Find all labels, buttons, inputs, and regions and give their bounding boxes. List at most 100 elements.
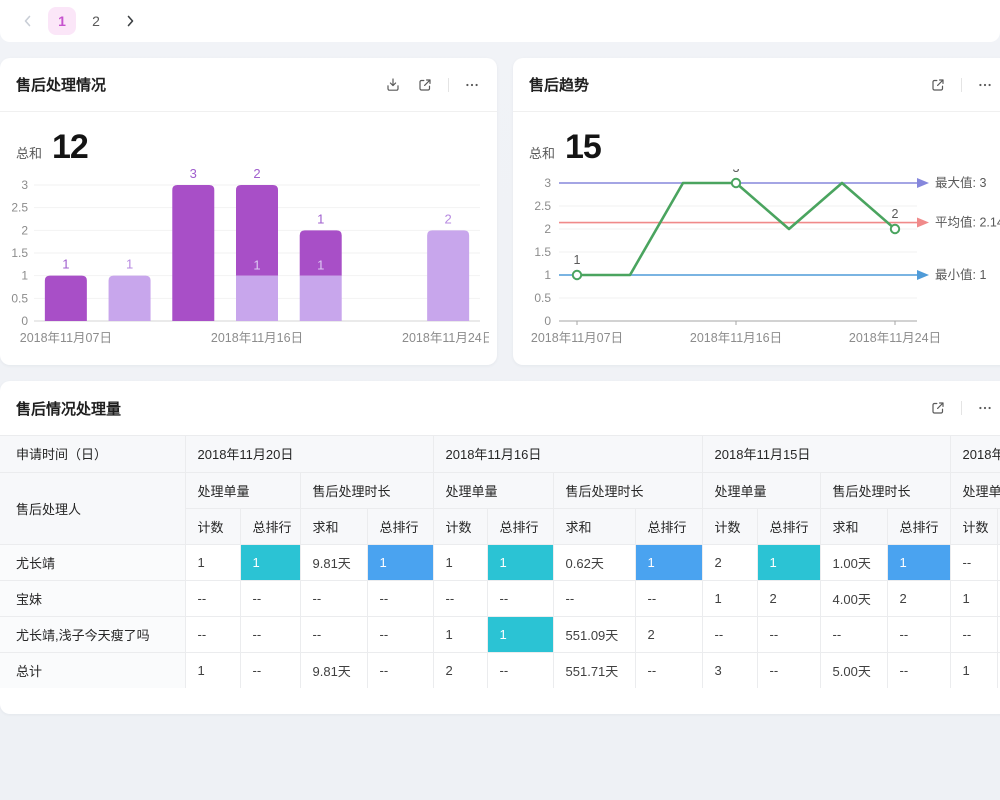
y-axis-tick-label: 2.5 (534, 199, 551, 213)
table-cell: 1 (184, 651, 241, 688)
y-axis-tick-label: 0.5 (11, 291, 28, 305)
table-cell: 9.81天 (299, 543, 368, 581)
y-axis-tick-label: 3 (21, 178, 28, 192)
y-axis-tick-label: 3 (544, 176, 551, 190)
table-cell: -- (299, 615, 368, 653)
y-axis-tick-label: 2.5 (11, 201, 28, 215)
table-cell: -- (432, 579, 488, 617)
after-sales-handling-card: 售后处理情况 (0, 58, 497, 365)
sub-metric-header: 计数 (184, 507, 241, 545)
card-title: 售后趋势 (529, 77, 590, 94)
table-cell: -- (366, 615, 434, 653)
rank-highlight-cell: 1 (239, 543, 301, 581)
x-axis-tick-label: 2018年11月16日 (211, 331, 303, 345)
corner-header-person: 售后处理人 (0, 471, 186, 545)
sub-metric-header: 计数 (949, 507, 998, 545)
date-group-header: 2018年11月15日 (701, 436, 951, 473)
trend-line-chart: 0 0.5 1 1.5 2 2.5 3 最大值: 3 平均值: 2.14 最小值: 1 2018年1… (531, 169, 1000, 345)
date-group-header: 2018年11月20日 (184, 436, 434, 473)
page-button-1[interactable]: 1 (48, 7, 76, 35)
sub-metric-header: 计数 (701, 507, 758, 545)
y-axis-tick-label: 1.5 (534, 245, 551, 259)
page-button-2[interactable]: 2 (92, 13, 100, 29)
table-cell: -- (239, 615, 301, 653)
corner-header-date: 申请时间（日） (0, 436, 186, 473)
more-icon (979, 83, 991, 86)
table-cell: 2 (701, 543, 758, 581)
table-cell: -- (949, 615, 998, 653)
table-cell: -- (486, 651, 554, 688)
more-button[interactable] (463, 76, 481, 94)
table-cell: 1 (432, 615, 488, 653)
more-button[interactable] (976, 76, 994, 94)
open-in-new-icon (419, 78, 431, 91)
table-cell: 2 (432, 651, 488, 688)
table-cell: 1 (949, 579, 998, 617)
table-cell: 2 (756, 579, 821, 617)
table-cell: 3 (701, 651, 758, 688)
more-icon (979, 406, 991, 410)
open-in-new-button[interactable] (416, 76, 434, 94)
rank-highlight-cell: 1 (486, 543, 554, 581)
table-row: 尤长靖 1 1 9.81天 1 1 1 0.62天 1 2 1 1.00天 1 -- (0, 543, 1000, 581)
data-point (571, 269, 583, 281)
sub-metric-header: 求和 (299, 507, 368, 545)
bar-segment-dark (236, 185, 278, 276)
summary-label: 总和 (16, 146, 43, 161)
more-button[interactable] (976, 399, 994, 417)
row-header: 宝妹 (0, 579, 186, 617)
sub-metric-header: 总排行 (486, 507, 554, 545)
prev-page-button[interactable] (14, 7, 42, 35)
card-header: 售后趋势 (513, 58, 1000, 112)
summary: 总和 12 (0, 112, 497, 167)
bar-segment-light (236, 275, 278, 321)
table-cell: -- (886, 651, 951, 688)
y-axis-tick-label: 1 (21, 269, 28, 283)
card-title: 售后情况处理量 (16, 400, 122, 418)
actions-divider (448, 77, 449, 92)
table-cell: -- (239, 579, 301, 617)
table-cell: 9.81天 (299, 651, 368, 688)
table-cell: -- (239, 651, 301, 688)
y-axis-tick-label: 1.5 (11, 246, 28, 260)
after-sales-volume-card: 售后情况处理量 申请时间（日） 2018年11月20日 2018年11月16日 201… (0, 381, 1000, 714)
reference-line-label: 最小值: 1 (935, 267, 986, 282)
y-axis-tick-label: 2 (544, 222, 551, 236)
sub-metric-header: 总排行 (239, 507, 301, 545)
table-cell: 1 (432, 543, 488, 581)
metric-header: 处理单量 (432, 471, 554, 509)
bar-value-label: 2 (253, 169, 260, 181)
open-in-new-icon (932, 402, 944, 414)
row-header: 尤长靖,浅子今天瘦了吗 (0, 615, 186, 653)
more-icon (466, 83, 478, 86)
bar-segment-light (108, 275, 151, 321)
table-cell: -- (634, 651, 703, 688)
open-in-new-button[interactable] (929, 76, 947, 94)
open-in-new-button[interactable] (929, 399, 947, 417)
summary-label: 总和 (529, 146, 556, 161)
table-cell: 2 (634, 615, 703, 653)
metric-header: 处理单量 (184, 471, 301, 509)
table-cell: 551.09天 (552, 615, 636, 653)
card-actions (929, 76, 994, 94)
bar-value-label: 1 (126, 257, 133, 272)
rank-highlight-cell: 1 (886, 543, 951, 581)
download-button[interactable] (384, 76, 402, 94)
table-row: 宝妹 -- -- -- -- -- -- -- -- 1 2 4.00天 2 1 (0, 579, 1000, 617)
table-cell: 4.00天 (819, 579, 888, 617)
sub-metric-header: 总排行 (756, 507, 821, 545)
table-cell: 0.62天 (552, 543, 636, 581)
reference-arrow-icon (917, 270, 929, 280)
table-cell: -- (184, 615, 241, 653)
card-actions (384, 76, 481, 94)
x-axis-tick-label: 2018年11月16日 (690, 331, 782, 345)
next-page-button[interactable] (116, 7, 144, 35)
bar-value-label: 3 (190, 169, 197, 181)
bar-value-label: 1 (62, 257, 69, 272)
reference-arrow-icon (917, 178, 929, 188)
rank-highlight-cell: 1 (486, 615, 554, 653)
summary-value: 12 (52, 128, 89, 166)
bar-segment-light (299, 275, 342, 321)
data-point (889, 223, 901, 235)
card-header: 售后处理情况 (0, 58, 497, 112)
